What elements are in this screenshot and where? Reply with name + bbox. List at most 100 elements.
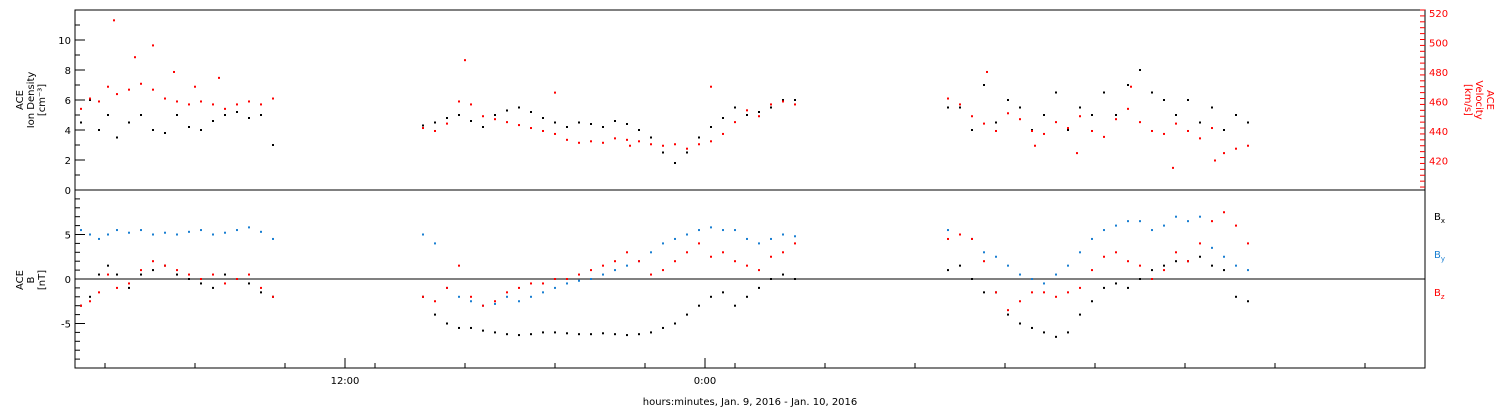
bottom-data-point [638,333,640,336]
bottom-left-tick-label: 0 [65,275,71,286]
bottom-data-point [602,264,604,267]
bottom-data-point [554,278,556,280]
top-data-point [482,115,484,118]
legend-subscript: z [1441,293,1445,301]
bottom-data-point [1247,242,1249,245]
bottom-data-point [1079,251,1081,254]
top-data-point [224,107,226,110]
top-data-point [1187,99,1189,101]
bottom-data-point [542,331,544,334]
bottom-data-point [272,295,274,298]
top-data-point [602,126,604,128]
bottom-data-point [1175,260,1177,263]
bottom-data-point [128,282,130,285]
top-data-point [107,85,109,88]
bottom-data-point [590,278,592,280]
bottom-data-point [128,286,130,289]
bottom-data-point [107,273,109,276]
bottom-left-axis-label-line: [nT] [37,270,48,290]
bottom-data-point [1199,215,1201,218]
bottom-data-point [164,264,166,267]
top-data-point [194,85,196,88]
bottom-data-point [542,282,544,285]
bottom-data-point [770,237,772,240]
bottom-data-point [482,304,484,307]
top-data-point [446,122,448,125]
bottom-data-point [710,255,712,258]
bottom-data-point [89,233,91,236]
bottom-data-point [1247,269,1249,272]
bottom-data-point [518,286,520,289]
top-data-point [554,121,556,124]
top-data-point [1019,118,1021,121]
top-data-point [650,143,652,146]
bottom-data-point [1043,291,1045,294]
bottom-data-point [983,251,985,254]
top-data-point [1067,127,1069,130]
top-left-tick-label: 0 [65,186,71,197]
bottom-data-point [1055,273,1057,276]
top-data-point [614,120,616,122]
bottom-data-point [578,273,580,276]
top-data-point [662,151,664,154]
bottom-data-point [89,295,91,298]
top-data-point [650,136,652,139]
bottom-data-point [710,295,712,298]
bottom-data-point [698,229,700,232]
bottom-data-point [1199,255,1201,258]
top-data-point [113,19,115,22]
bottom-data-point [176,273,178,276]
top-data-point [578,121,580,124]
bottom-data-point [758,286,760,289]
top-data-point [710,140,712,143]
top-data-point [1199,137,1201,140]
bottom-data-point [434,242,436,245]
legend-entry: Bz [1434,288,1445,301]
bottom-data-point [176,233,178,236]
bottom-data-point [98,237,100,240]
top-data-point [638,140,640,143]
top-data-point [1067,129,1069,131]
bottom-data-point [794,235,796,238]
bottom-data-point [1211,264,1213,267]
top-data-point [89,99,91,101]
bottom-data-point [152,269,154,272]
top-data-point [272,97,274,100]
bottom-data-point [947,229,949,232]
bottom-data-point [1211,246,1213,249]
top-data-point [1151,91,1153,94]
bottom-data-point [959,264,961,267]
bottom-data-point [650,331,652,334]
bottom-data-point [236,229,238,232]
bottom-data-point [506,291,508,294]
top-right-tick-label: 440 [1429,127,1448,138]
top-data-point [188,126,190,128]
bottom-data-point [1151,269,1153,272]
top-data-point [506,121,508,124]
top-data-point [1091,129,1093,132]
bottom-data-point [638,260,640,263]
bottom-data-point [212,273,214,276]
top-data-point [1130,85,1132,88]
top-data-point [494,114,496,116]
bottom-data-point [758,242,760,245]
top-data-point [947,97,949,100]
bottom-data-point [530,282,532,285]
bottom-data-point [1211,220,1213,223]
bottom-data-point [470,300,472,303]
top-data-point [506,109,508,112]
top-right-axis-label-line: Velocity [1473,80,1484,119]
bottom-data-point [770,255,772,258]
top-data-point [1214,159,1216,162]
top-data-point [1235,114,1237,116]
top-data-point [674,162,676,164]
bottom-data-point [1235,264,1237,267]
top-data-point [128,121,130,124]
bottom-data-point [1175,251,1177,254]
top-data-point [1103,91,1105,94]
bottom-data-point [152,260,154,263]
top-data-point [176,100,178,103]
bottom-data-point [176,269,178,272]
legend-entry: Bx [1434,212,1445,225]
bottom-left-tick-label: -5 [61,320,71,331]
